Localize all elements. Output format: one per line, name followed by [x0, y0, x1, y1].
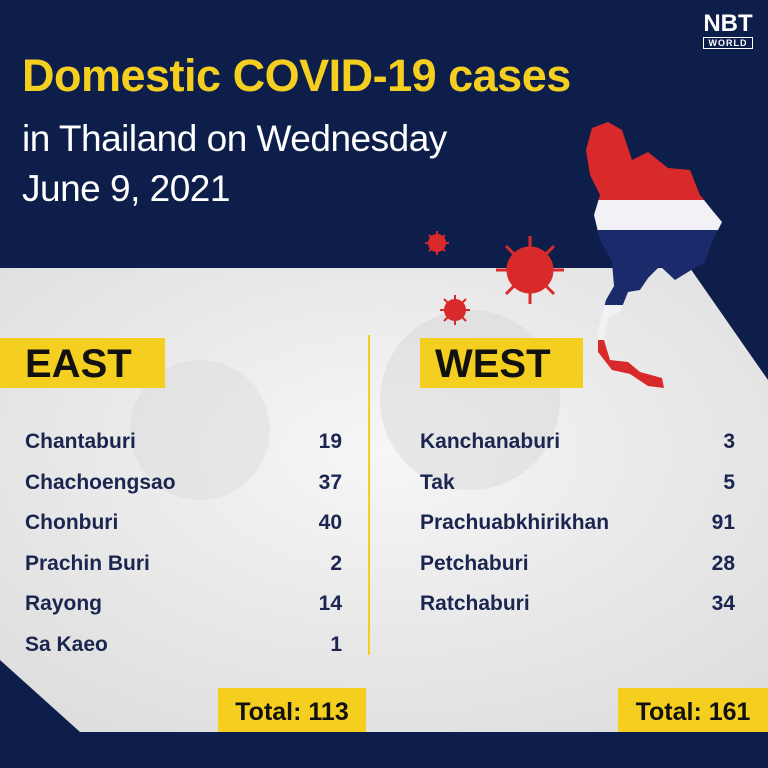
- province-name: Petchaburi: [420, 551, 529, 575]
- west-row: Prachuabkhirikhan 91: [420, 508, 735, 538]
- virus-icon: [496, 236, 564, 304]
- province-name: Sa Kaeo: [25, 632, 108, 656]
- subtitle-line-2: June 9, 2021: [22, 168, 230, 209]
- province-name: Chonburi: [25, 511, 119, 534]
- case-count: 5: [723, 470, 735, 494]
- east-row: Sa Kaeo 1: [25, 630, 342, 660]
- west-row: Ratchaburi 34: [420, 589, 735, 619]
- east-row: Prachin Buri 2: [25, 549, 342, 579]
- virus-icon: [425, 231, 449, 255]
- case-count: 14: [318, 592, 342, 615]
- province-name: Ratchaburi: [420, 592, 530, 615]
- province-name: Rayong: [25, 592, 103, 615]
- case-count: 34: [711, 592, 735, 615]
- west-row: Petchaburi 28: [420, 549, 735, 579]
- subtitle-line-1: in Thailand on Wednesday: [22, 118, 447, 159]
- footer-band: [0, 732, 768, 768]
- east-heading: EAST: [0, 338, 165, 388]
- case-count: 40: [318, 511, 342, 534]
- west-total: Total: 161: [618, 688, 768, 732]
- east-row: Rayong 14: [25, 589, 342, 619]
- province-name: Prachuabkhirikhan: [420, 511, 610, 534]
- logo-subtext: WORLD: [703, 37, 753, 49]
- west-row: Kanchanaburi 3: [420, 427, 735, 457]
- case-count: 1: [330, 632, 342, 656]
- page-title: Domestic COVID-19 cases: [22, 50, 571, 101]
- east-row: Chantaburi 19: [25, 427, 342, 457]
- province-name: Prachin Buri: [25, 551, 150, 575]
- east-row: Chonburi 40: [25, 508, 342, 538]
- corner-triangle: [0, 660, 80, 732]
- case-count: 37: [318, 470, 342, 494]
- east-total: Total: 113: [218, 688, 366, 732]
- logo-text: NBT: [703, 10, 753, 37]
- province-name: Kanchanaburi: [420, 430, 561, 453]
- province-name: Chantaburi: [25, 430, 136, 453]
- case-count: 3: [723, 430, 735, 453]
- case-count: 91: [711, 511, 735, 534]
- case-count: 2: [330, 551, 342, 575]
- nbt-world-logo: NBT WORLD: [699, 12, 757, 49]
- east-row: Chachoengsao 37: [25, 468, 342, 498]
- virus-watermark: [380, 310, 560, 490]
- column-divider: [368, 335, 370, 655]
- virus-icon: [440, 295, 470, 325]
- province-name: Tak: [420, 470, 455, 494]
- case-count: 28: [711, 551, 735, 575]
- province-name: Chachoengsao: [25, 470, 176, 494]
- virus-watermark: [130, 360, 270, 500]
- west-row: Tak 5: [420, 468, 735, 498]
- case-count: 19: [318, 430, 342, 453]
- west-heading: WEST: [420, 338, 583, 388]
